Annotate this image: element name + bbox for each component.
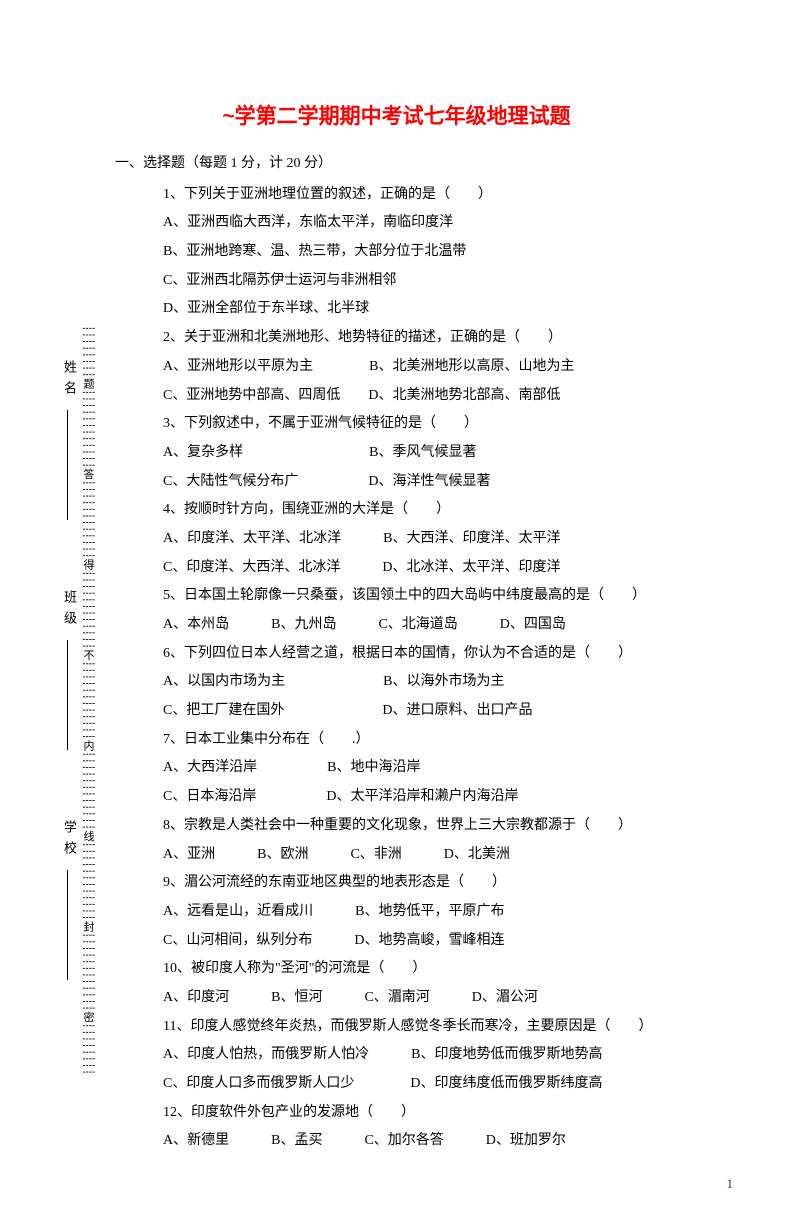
question-stem: 3、下列叙述中，不属于亚洲气候特征的是（ ） — [163, 410, 733, 439]
question-option: A、亚洲西临大西洋，东临太平洋，南临印度洋 — [163, 209, 733, 238]
class-underline — [67, 640, 68, 750]
question-option: C、亚洲西北隔苏伊士运河与非洲相邻 — [163, 267, 733, 296]
question-stem: 4、按顺时针方向，围绕亚洲的大洋是（ ） — [163, 496, 733, 525]
question-option: C、把工厂建在国外 D、进口原料、出口产品 — [163, 697, 733, 726]
exam-sidebar: ┊┊┊┊┊┊┊┊题┊┊┊┊┊┊┊┊┊┊┊┊答┊┊┊┊┊┊┊┊┊┊┊┊得┊┊┊┊┊… — [48, 250, 108, 1150]
question-stem: 9、湄公河流经的东南亚地区典型的地表形态是（ ） — [163, 869, 733, 898]
question-option: C、山河相间，纵列分布 D、地势高峻，雪峰相连 — [163, 927, 733, 956]
question-option: A、远看是山，近看成川 B、地势低平，平原广布 — [163, 898, 733, 927]
question-option: C、大陆性气候分布广 D、海洋性气候显著 — [163, 468, 733, 497]
class-label: 班级 — [60, 590, 79, 632]
question-option: A、复杂多样 B、季风气候显著 — [163, 439, 733, 468]
question-stem: 7、日本工业集中分布在（ .） — [163, 726, 733, 755]
question-option: A、亚洲 B、欧洲 C、非洲 D、北美洲 — [163, 841, 733, 870]
question-stem: 12、印度软件外包产业的发源地（ ） — [163, 1099, 733, 1128]
question-option: A、印度河 B、恒河 C、湄南河 D、湄公河 — [163, 984, 733, 1013]
section-header: 一、选择题（每题 1 分，计 20 分） — [115, 150, 733, 179]
question-stem: 5、日本国土轮廓像一只桑蚕，该国领土中的四大岛屿中纬度最高的是（ ） — [163, 582, 733, 611]
question-option: B、亚洲地跨寒、温、热三带，大部分位于北温带 — [163, 238, 733, 267]
exam-content: 一、选择题（每题 1 分，计 20 分） 1、下列关于亚洲地理位置的叙述，正确的… — [115, 150, 733, 1156]
question-option: D、亚洲全部位于东半球、北半球 — [163, 295, 733, 324]
question-option: A、大西洋沿岸 B、地中海沿岸 — [163, 754, 733, 783]
question-stem: 6、下列四位日本人经营之道，根据日本的国情，你认为不合适的是（ ） — [163, 640, 733, 669]
exam-title: ~学第二学期期中考试七年级地理试题 — [0, 100, 793, 130]
page-number: 1 — [727, 1176, 734, 1192]
question-option: A、亚洲地形以平原为主 B、北美洲地形以高原、山地为主 — [163, 353, 733, 382]
question-option: A、以国内市场为主 B、以海外市场为主 — [163, 668, 733, 697]
question-option: C、印度洋、大西洋、北冰洋 D、北冰洋、太平洋、印度洋 — [163, 554, 733, 583]
question-option: A、印度洋、太平洋、北冰洋 B、大西洋、印度洋、太平洋 — [163, 525, 733, 554]
question-option: A、本州岛 B、九州岛 C、北海道岛 D、四国岛 — [163, 611, 733, 640]
question-stem: 11、印度人感觉终年炎热，而俄罗斯人感觉冬季长而寒冷，主要原因是（ ） — [163, 1013, 733, 1042]
question-stem: 8、宗教是人类社会中一种重要的文化现象，世界上三大宗教都源于（ ） — [163, 812, 733, 841]
name-underline — [67, 410, 68, 520]
question-option: A、新德里 B、孟买 C、加尔各答 D、班加罗尔 — [163, 1127, 733, 1156]
question-stem: 1、下列关于亚洲地理位置的叙述，正确的是（ ） — [163, 181, 733, 210]
question-option: C、印度人口多而俄罗斯人口少 D、印度纬度低而俄罗斯纬度高 — [163, 1070, 733, 1099]
questions-container: 1、下列关于亚洲地理位置的叙述，正确的是（ ）A、亚洲西临大西洋，东临太平洋，南… — [115, 181, 733, 1156]
question-stem: 2、关于亚洲和北美洲地形、地势特征的描述，正确的是（ ） — [163, 324, 733, 353]
school-underline — [67, 870, 68, 980]
question-stem: 10、被印度人称为"圣河"的河流是（ ） — [163, 955, 733, 984]
question-option: C、亚洲地势中部高、四周低 D、北美洲地势北部高、南部低 — [163, 382, 733, 411]
seal-line: ┊┊┊┊┊┊┊┊题┊┊┊┊┊┊┊┊┊┊┊┊答┊┊┊┊┊┊┊┊┊┊┊┊得┊┊┊┊┊… — [92, 250, 93, 1150]
school-label: 学校 — [60, 820, 79, 862]
question-option: C、日本海沿岸 D、太平洋沿岸和濑户内海沿岸 — [163, 783, 733, 812]
name-label: 姓名 — [60, 360, 79, 402]
question-option: A、印度人怕热，而俄罗斯人怕冷 B、印度地势低而俄罗斯地势高 — [163, 1041, 733, 1070]
